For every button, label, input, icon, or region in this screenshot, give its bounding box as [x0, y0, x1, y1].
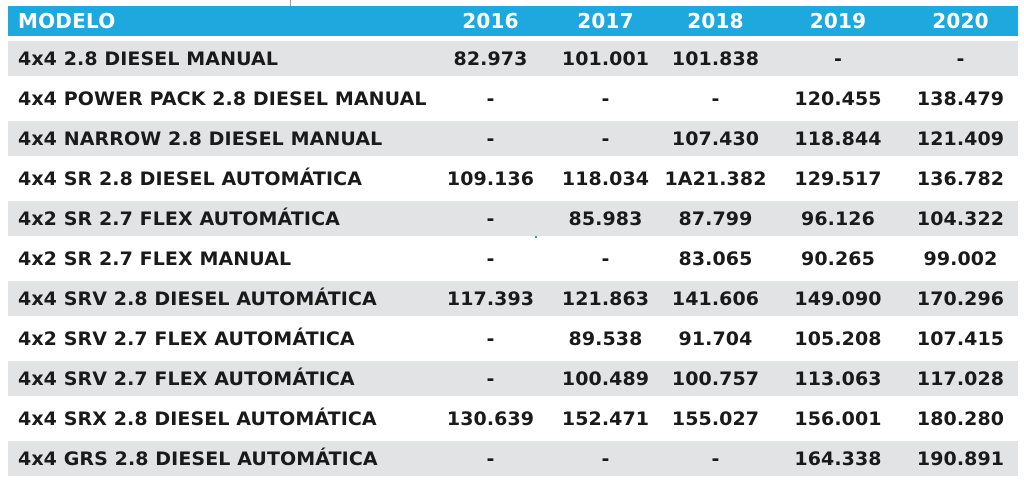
value-cell-2020: 190.891 [903, 441, 1018, 476]
value-cell-2020: 107.415 [916, 327, 1005, 350]
model-cell: 4x4 SRX 2.8 DIESEL AUTOMÁTICA [18, 407, 377, 430]
column-header-modelo: MODELO [8, 6, 428, 36]
model-cell: 4x2 SR 2.7 FLEX AUTOMÁTICA [8, 201, 428, 236]
value-cell-2016: 82.973 [428, 41, 553, 76]
value-cell-2016: - [428, 121, 553, 156]
value-cell-2019: 113.063 [773, 361, 903, 396]
value-cell-2017: - [553, 441, 658, 476]
value-cell-2017: 89.538 [568, 327, 643, 350]
header-row: MODELO 2016 2017 2018 2019 2020 [8, 6, 1018, 36]
value-cell-2016: - [428, 441, 553, 476]
value-cell-2019: 90.265 [801, 247, 875, 270]
column-header-2016: 2016 [428, 6, 553, 36]
value-cell-2019: 96.126 [773, 201, 903, 236]
value-cell-2018: 87.799 [658, 201, 773, 236]
model-cell: 4x4 SRV 2.8 DIESEL AUTOMÁTICA [8, 281, 428, 316]
value-cell-2016: 117.393 [428, 281, 553, 316]
value-cell-2018: 155.027 [671, 407, 760, 430]
value-cell-2020: 104.322 [903, 201, 1018, 236]
table-row: 4x4 SR 2.8 DIESEL AUTOMÁTICA 109.136 118… [8, 161, 1018, 196]
price-table: MODELO 2016 2017 2018 2019 2020 4x4 2.8 … [8, 1, 1018, 481]
column-header-2018: 2018 [658, 6, 773, 36]
value-cell-2019: 120.455 [794, 87, 882, 110]
model-cell: 4x4 2.8 DIESEL MANUAL [8, 41, 428, 76]
value-cell-2018: 1A21.382 [664, 167, 767, 190]
model-cell: 4x4 SRV 2.7 FLEX AUTOMÁTICA [8, 361, 428, 396]
table-row: 4x4 SRX 2.8 DIESEL AUTOMÁTICA 130.639 15… [8, 401, 1018, 436]
table-body: 4x4 2.8 DIESEL MANUAL 82.973 101.001 101… [8, 41, 1018, 476]
model-cell: 4x4 GRS 2.8 DIESEL AUTOMÁTICA [8, 441, 428, 476]
value-cell-2020: 117.028 [903, 361, 1018, 396]
value-cell-2016: 130.639 [446, 407, 535, 430]
stray-dot [535, 236, 537, 238]
price-table-container: MODELO 2016 2017 2018 2019 2020 4x4 2.8 … [8, 6, 1018, 481]
value-cell-2018: 107.430 [658, 121, 773, 156]
value-cell-2019: 118.844 [773, 121, 903, 156]
column-header-2017: 2017 [553, 6, 658, 36]
value-cell-2020: 121.409 [903, 121, 1018, 156]
value-cell-2018: 91.704 [678, 327, 753, 350]
value-cell-2017: 85.983 [553, 201, 658, 236]
table-row: 4x2 SR 2.7 FLEX MANUAL - - 83.065 90.265… [8, 241, 1018, 276]
value-cell-2016: - [486, 87, 495, 110]
top-tick-mark [290, 0, 291, 6]
value-cell-2019: - [773, 41, 903, 76]
table-row: 4x4 POWER PACK 2.8 DIESEL MANUAL - - - 1… [8, 81, 1018, 116]
value-cell-2017: - [601, 87, 610, 110]
value-cell-2016: - [486, 247, 495, 270]
value-cell-2018: - [658, 441, 773, 476]
value-cell-2016: - [428, 201, 553, 236]
value-cell-2018: 83.065 [678, 247, 753, 270]
table-row: 4x4 SRV 2.7 FLEX AUTOMÁTICA - 100.489 10… [8, 361, 1018, 396]
value-cell-2020: 170.296 [903, 281, 1018, 316]
value-cell-2018: 141.606 [658, 281, 773, 316]
value-cell-2017: 100.489 [553, 361, 658, 396]
value-cell-2016: - [486, 327, 495, 350]
value-cell-2017: 121.863 [553, 281, 658, 316]
value-cell-2018: 100.757 [658, 361, 773, 396]
value-cell-2017: 101.001 [553, 41, 658, 76]
value-cell-2020: 99.002 [923, 247, 998, 270]
value-cell-2020: 138.479 [916, 87, 1005, 110]
value-cell-2019: 164.338 [773, 441, 903, 476]
value-cell-2016: - [428, 361, 553, 396]
value-cell-2020: - [903, 41, 1018, 76]
value-cell-2018: 101.838 [658, 41, 773, 76]
table-row: 4x4 SRV 2.8 DIESEL AUTOMÁTICA 117.393 12… [8, 281, 1018, 316]
value-cell-2020: 180.280 [916, 407, 1005, 430]
value-cell-2017: - [553, 121, 658, 156]
model-cell: 4x4 SR 2.8 DIESEL AUTOMÁTICA [18, 167, 362, 190]
model-cell: 4x4 NARROW 2.8 DIESEL MANUAL [8, 121, 428, 156]
model-cell: 4x4 POWER PACK 2.8 DIESEL MANUAL [18, 87, 427, 110]
model-cell: 4x2 SR 2.7 FLEX MANUAL [18, 247, 292, 270]
table-row: 4x4 GRS 2.8 DIESEL AUTOMÁTICA - - - 164.… [8, 441, 1018, 476]
column-header-2019: 2019 [773, 6, 903, 36]
table-row: 4x4 NARROW 2.8 DIESEL MANUAL - - 107.430… [8, 121, 1018, 156]
value-cell-2018: - [711, 87, 720, 110]
value-cell-2016: 109.136 [446, 167, 535, 190]
value-cell-2019: 105.208 [794, 327, 882, 350]
value-cell-2019: 149.090 [773, 281, 903, 316]
value-cell-2017: 118.034 [561, 167, 650, 190]
table-header: MODELO 2016 2017 2018 2019 2020 [8, 6, 1018, 36]
value-cell-2020: 136.782 [916, 167, 1005, 190]
table-row: 4x2 SRV 2.7 FLEX AUTOMÁTICA - 89.538 91.… [8, 321, 1018, 356]
model-cell: 4x2 SRV 2.7 FLEX AUTOMÁTICA [18, 327, 355, 350]
column-header-2020: 2020 [903, 6, 1018, 36]
value-cell-2017: - [601, 247, 610, 270]
value-cell-2019: 129.517 [794, 167, 882, 190]
table-row: 4x2 SR 2.7 FLEX AUTOMÁTICA - 85.983 87.7… [8, 201, 1018, 236]
value-cell-2019: 156.001 [794, 407, 882, 430]
value-cell-2017: 152.471 [561, 407, 650, 430]
table-row: 4x4 2.8 DIESEL MANUAL 82.973 101.001 101… [8, 41, 1018, 76]
